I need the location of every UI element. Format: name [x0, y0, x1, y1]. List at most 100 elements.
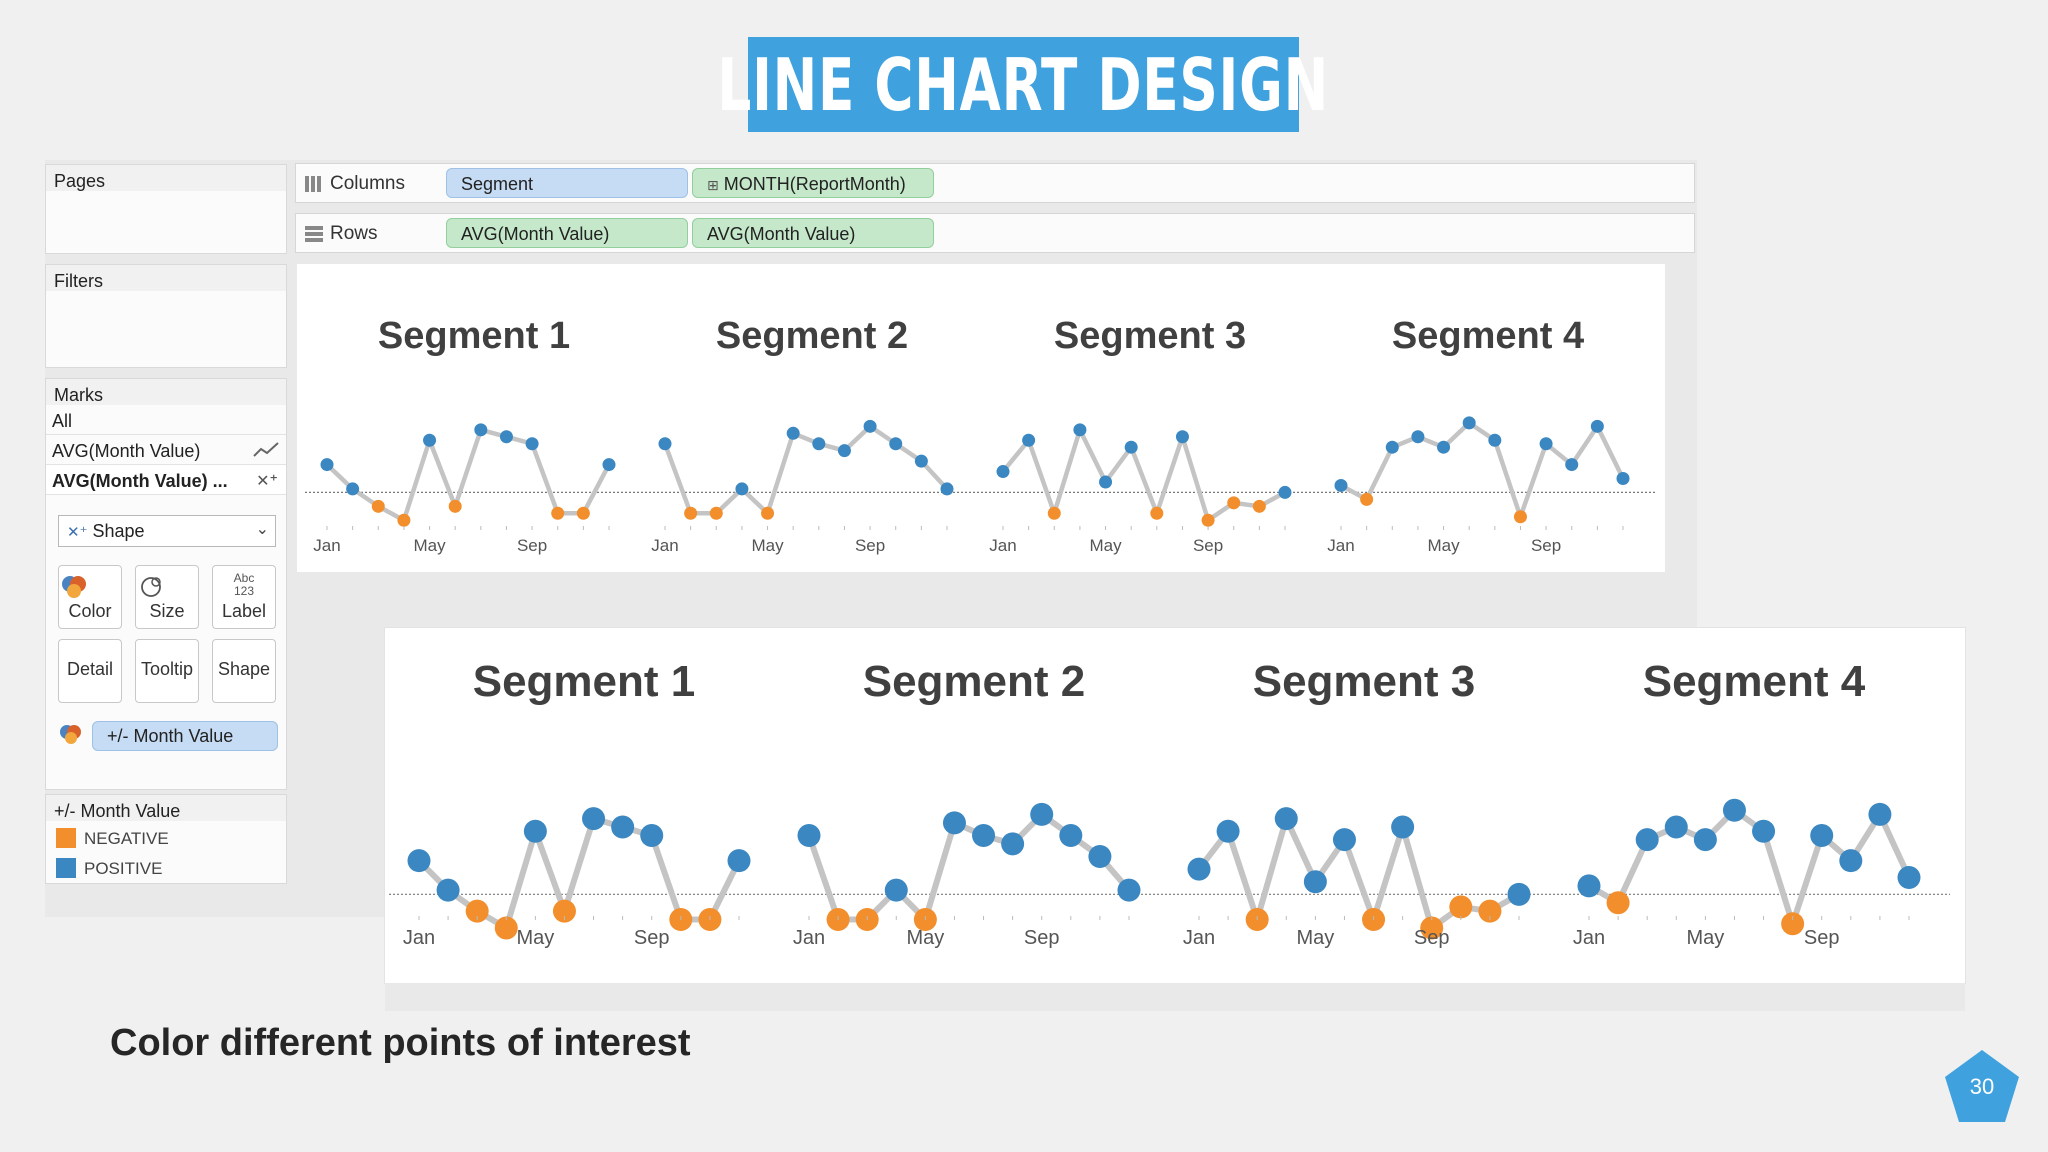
data-point-positive[interactable]: [1437, 440, 1451, 454]
data-point-negative[interactable]: [465, 899, 489, 923]
data-point-positive[interactable]: [525, 437, 539, 451]
data-point-negative[interactable]: [1420, 916, 1444, 940]
data-point-positive[interactable]: [474, 423, 488, 437]
data-point-negative[interactable]: [1478, 899, 1502, 923]
data-point-negative[interactable]: [1360, 492, 1374, 506]
data-point-positive[interactable]: [1411, 430, 1425, 444]
data-point-positive[interactable]: [1274, 807, 1298, 831]
data-point-positive[interactable]: [611, 815, 635, 839]
data-point-positive[interactable]: [1810, 823, 1834, 847]
data-point-positive[interactable]: [640, 823, 664, 847]
data-point-positive[interactable]: [786, 426, 800, 440]
data-point-positive[interactable]: [1664, 815, 1688, 839]
data-point-positive[interactable]: [423, 433, 437, 447]
data-point-negative[interactable]: [552, 899, 576, 923]
data-point-positive[interactable]: [320, 458, 334, 472]
data-point-positive[interactable]: [914, 454, 928, 468]
data-point-positive[interactable]: [1868, 802, 1892, 826]
data-point-negative[interactable]: [576, 506, 590, 520]
tooltip-button[interactable]: Tooltip: [135, 639, 199, 703]
data-point-positive[interactable]: [1117, 878, 1141, 902]
data-point-negative[interactable]: [1449, 895, 1473, 919]
data-point-positive[interactable]: [1334, 478, 1348, 492]
legend-item-positive[interactable]: POSITIVE: [56, 858, 162, 879]
data-point-positive[interactable]: [1897, 866, 1921, 889]
data-point-positive[interactable]: [940, 482, 954, 496]
columns-pill-month[interactable]: ⊞ MONTH(ReportMonth): [692, 168, 934, 198]
data-point-positive[interactable]: [1565, 458, 1579, 472]
data-point-positive[interactable]: [523, 819, 547, 843]
data-point-negative[interactable]: [1150, 506, 1164, 520]
data-point-positive[interactable]: [1539, 437, 1553, 451]
data-point-positive[interactable]: [1507, 882, 1531, 906]
color-button[interactable]: Color: [58, 565, 122, 629]
data-point-negative[interactable]: [448, 499, 462, 513]
data-point-positive[interactable]: [658, 437, 672, 451]
data-point-negative[interactable]: [1227, 496, 1241, 510]
color-field-pill[interactable]: +/- Month Value: [92, 721, 278, 751]
data-point-negative[interactable]: [397, 513, 411, 527]
marks-avg-tab-2[interactable]: AVG(Month Value) ... ✕⁺: [46, 465, 286, 495]
data-point-positive[interactable]: [1175, 430, 1189, 444]
data-point-positive[interactable]: [1001, 832, 1025, 856]
data-point-positive[interactable]: [1059, 823, 1083, 847]
data-point-negative[interactable]: [1047, 506, 1061, 520]
data-point-positive[interactable]: [1099, 475, 1113, 489]
data-point-positive[interactable]: [1216, 819, 1240, 843]
data-point-positive[interactable]: [1752, 819, 1776, 843]
data-point-positive[interactable]: [1635, 828, 1659, 852]
data-point-positive[interactable]: [1303, 870, 1327, 894]
data-point-positive[interactable]: [1462, 416, 1476, 430]
data-point-positive[interactable]: [1391, 815, 1415, 839]
data-point-positive[interactable]: [1332, 828, 1356, 852]
data-point-positive[interactable]: [1616, 472, 1630, 485]
data-point-negative[interactable]: [371, 499, 385, 513]
mark-type-dropdown[interactable]: ✕⁺ Shape ⌄: [58, 515, 276, 547]
data-point-positive[interactable]: [346, 482, 360, 496]
columns-shelf[interactable]: Columns Segment ⊞ MONTH(ReportMonth): [295, 163, 1695, 203]
rows-pill-2[interactable]: AVG(Month Value): [692, 218, 934, 248]
data-point-positive[interactable]: [727, 849, 751, 873]
data-point-negative[interactable]: [1781, 912, 1805, 936]
data-point-negative[interactable]: [761, 506, 775, 520]
data-point-negative[interactable]: [1606, 891, 1630, 915]
size-button[interactable]: Size: [135, 565, 199, 629]
filters-card[interactable]: Filters: [45, 264, 287, 368]
data-point-negative[interactable]: [1252, 499, 1266, 513]
chart-view-small[interactable]: Segment 1 Jan May Sep Segment 2 Jan May Sep Segm…: [297, 264, 1665, 572]
data-point-positive[interactable]: [942, 811, 966, 835]
data-point-positive[interactable]: [1073, 423, 1087, 437]
data-point-negative[interactable]: [494, 916, 518, 940]
data-point-positive[interactable]: [837, 444, 851, 458]
data-point-positive[interactable]: [436, 878, 460, 902]
data-point-positive[interactable]: [1693, 828, 1717, 852]
data-point-positive[interactable]: [735, 482, 749, 496]
data-point-positive[interactable]: [1488, 433, 1502, 447]
legend-item-negative[interactable]: NEGATIVE: [56, 828, 169, 849]
data-point-positive[interactable]: [1722, 798, 1746, 822]
data-point-positive[interactable]: [1590, 419, 1604, 433]
rows-shelf[interactable]: Rows AVG(Month Value) AVG(Month Value): [295, 213, 1695, 253]
data-point-positive[interactable]: [1088, 844, 1112, 868]
data-point-positive[interactable]: [996, 465, 1010, 479]
data-point-positive[interactable]: [972, 823, 996, 847]
data-point-negative[interactable]: [551, 506, 565, 520]
data-point-positive[interactable]: [1187, 857, 1211, 881]
detail-button[interactable]: Detail: [58, 639, 122, 703]
shape-button[interactable]: Shape: [212, 639, 276, 703]
data-point-positive[interactable]: [407, 849, 431, 873]
pages-card[interactable]: Pages: [45, 164, 287, 254]
data-point-positive[interactable]: [1385, 440, 1399, 454]
data-point-positive[interactable]: [1022, 433, 1036, 447]
data-point-positive[interactable]: [1124, 440, 1138, 454]
data-point-positive[interactable]: [1839, 849, 1863, 873]
data-point-positive[interactable]: [1030, 802, 1054, 826]
data-point-positive[interactable]: [863, 419, 877, 433]
label-button[interactable]: Abc 123 Label: [212, 565, 276, 629]
data-point-negative[interactable]: [1513, 510, 1527, 524]
data-point-positive[interactable]: [1278, 485, 1292, 499]
rows-pill-1[interactable]: AVG(Month Value): [446, 218, 688, 248]
data-point-positive[interactable]: [499, 430, 513, 444]
marks-all-tab[interactable]: All: [46, 405, 286, 435]
data-point-positive[interactable]: [602, 458, 616, 472]
